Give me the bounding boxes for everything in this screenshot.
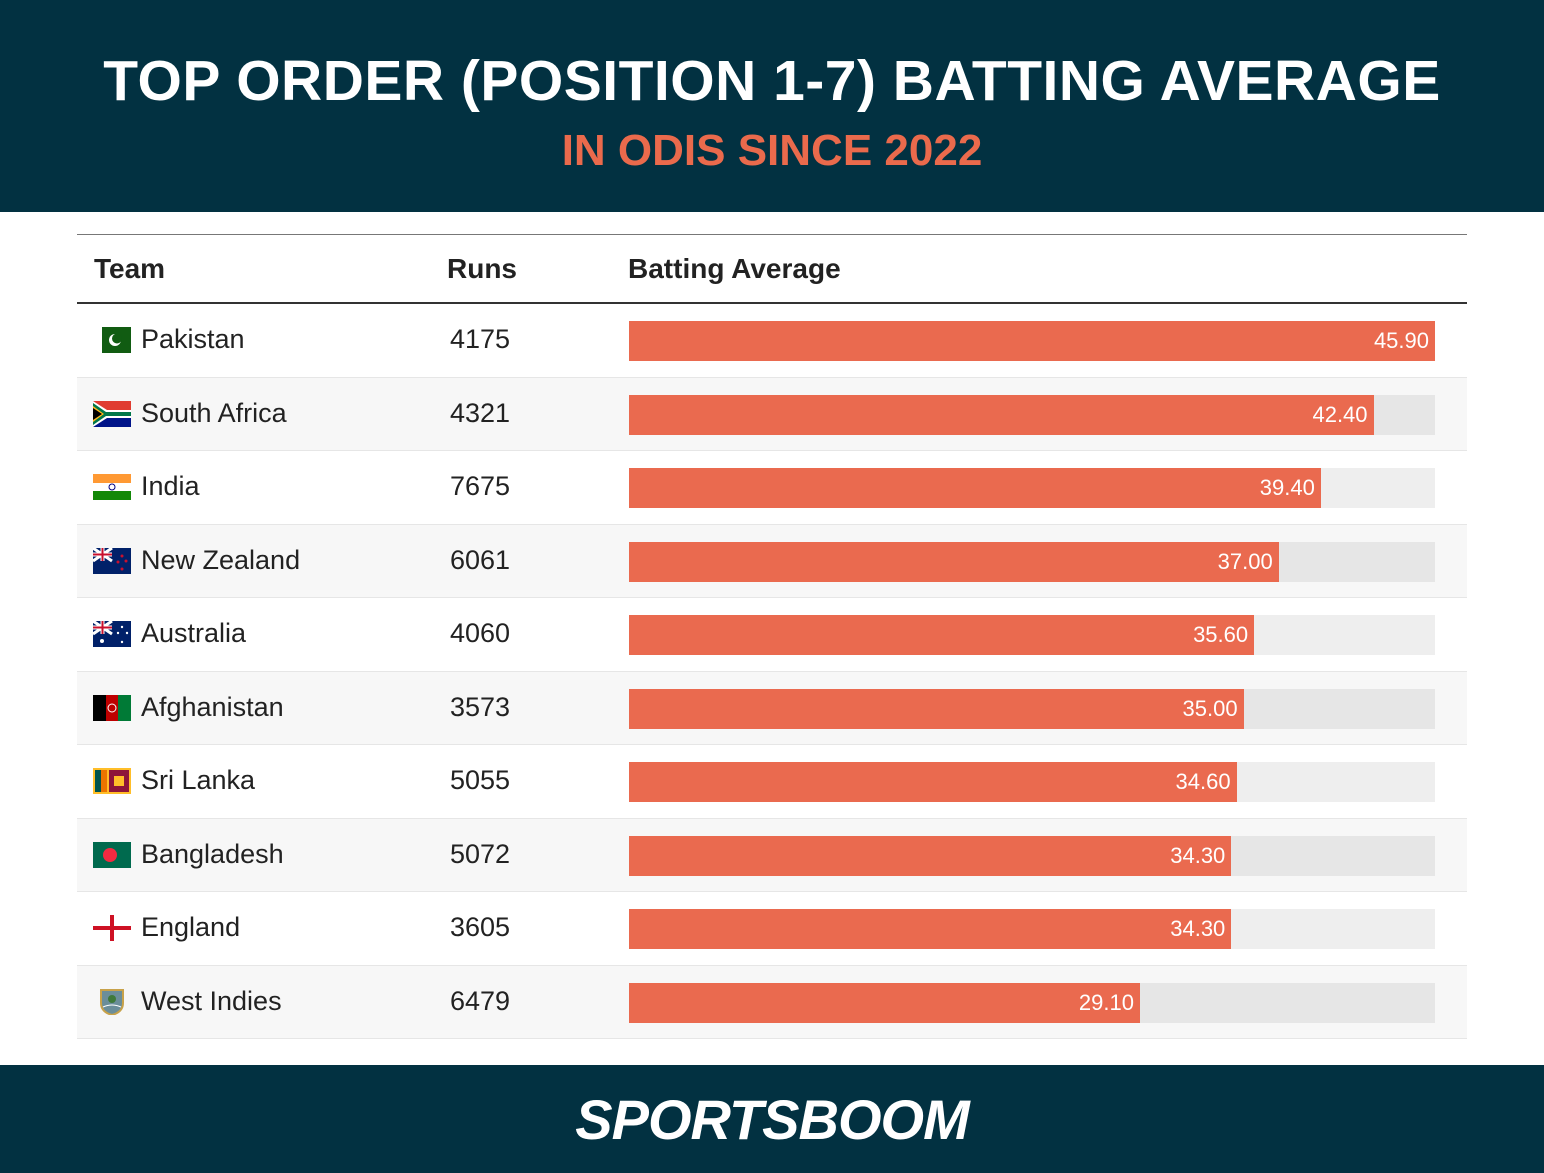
average-label: 45.90	[1373, 328, 1429, 353]
table-row: Australia 4060 35.60	[77, 598, 1467, 672]
team-name: Pakistan	[141, 324, 245, 354]
average-bar: 37.00	[629, 541, 1279, 582]
sportsboom-logo: SPORTSBOOM	[575, 1088, 969, 1151]
bar-track: 34.60	[629, 762, 1435, 802]
average-label: 35.00	[1182, 695, 1238, 721]
team-name: England	[141, 912, 241, 942]
bar-track: 35.60	[629, 615, 1435, 655]
table-row: Pakistan 4175 45.90	[77, 304, 1467, 378]
table-row: Bangladesh 5072 34.30	[77, 818, 1467, 892]
bangladesh-flag-icon	[93, 841, 131, 868]
table-row: South Africa 4321 42.40	[77, 377, 1467, 451]
bar-track: 35.00	[629, 688, 1435, 729]
average-bar: 34.30	[629, 909, 1232, 949]
south-africa-flag-icon	[93, 400, 131, 427]
new-zealand-flag-icon	[93, 547, 131, 574]
average-bar: 34.60	[629, 762, 1237, 802]
runs-value: 5072	[450, 838, 511, 869]
afghanistan-flag-icon	[93, 694, 131, 721]
average-label: 34.30	[1170, 842, 1226, 868]
column-header-batting-average: Batting Average	[628, 253, 841, 284]
table-row: West Indies 6479 29.10	[77, 965, 1467, 1039]
table-row: India 7675 39.40	[77, 451, 1467, 525]
header-banner: TOP ORDER (POSITION 1-7) BATTING AVERAGE…	[0, 0, 1544, 212]
bar-track: 45.90	[629, 321, 1435, 361]
average-label: 29.10	[1078, 989, 1134, 1015]
table-row: Sri Lanka 5055 34.60	[77, 745, 1467, 819]
bar-track: 34.30	[629, 835, 1435, 876]
runs-value: 7675	[450, 471, 511, 501]
pakistan-flag-icon	[93, 327, 131, 353]
table-header: Team Runs Batting Average	[77, 235, 1467, 304]
average-label: 39.40	[1259, 475, 1315, 500]
column-header-team: Team	[94, 253, 166, 284]
runs-value: 6479	[450, 985, 511, 1016]
average-label: 34.60	[1175, 769, 1231, 794]
bar-track: 34.30	[629, 909, 1435, 949]
table-row: New Zealand 6061 37.00	[77, 524, 1467, 598]
average-bar: 34.30	[629, 835, 1232, 876]
team-name: New Zealand	[141, 544, 301, 575]
average-label: 42.40	[1312, 401, 1368, 427]
west-indies-crest-icon	[100, 988, 124, 1015]
average-bar: 39.40	[629, 468, 1321, 508]
bar-track: 37.00	[629, 541, 1435, 582]
bar-track: 29.10	[629, 982, 1435, 1023]
chart-title: TOP ORDER (POSITION 1-7) BATTING AVERAGE	[103, 49, 1441, 113]
runs-value: 4060	[450, 618, 511, 648]
team-name: South Africa	[141, 397, 287, 428]
runs-value: 4321	[450, 397, 511, 428]
runs-value: 3605	[450, 912, 511, 942]
team-name: Sri Lanka	[141, 765, 256, 795]
average-label: 37.00	[1217, 548, 1273, 574]
average-label: 35.60	[1193, 622, 1249, 647]
bar-track: 39.40	[629, 468, 1435, 508]
england-flag-icon	[93, 915, 131, 941]
table-row: England 3605 34.30	[77, 892, 1467, 966]
runs-value: 4175	[450, 324, 511, 354]
stats-table: Team Runs Batting Average Pakistan 4175 …	[77, 234, 1467, 1039]
average-bar: 35.00	[629, 688, 1244, 729]
team-name: Afghanistan	[141, 691, 284, 722]
runs-value: 5055	[450, 765, 511, 795]
runs-value: 3573	[450, 691, 511, 722]
average-bar: 35.60	[629, 615, 1255, 655]
bar-track: 42.40	[629, 394, 1435, 435]
team-name: Australia	[141, 618, 247, 648]
average-bar: 45.90	[629, 321, 1435, 361]
team-name: India	[141, 471, 200, 501]
team-name: Bangladesh	[141, 838, 284, 869]
column-header-runs: Runs	[447, 253, 517, 284]
chart-subtitle: IN ODIS SINCE 2022	[561, 126, 983, 175]
average-bar: 29.10	[629, 982, 1140, 1023]
footer-banner: SPORTSBOOM	[0, 1065, 1544, 1173]
sri-lanka-flag-icon	[93, 768, 131, 794]
average-bar: 42.40	[629, 394, 1374, 435]
india-flag-icon	[93, 474, 131, 500]
runs-value: 6061	[450, 544, 511, 575]
average-label: 34.30	[1170, 916, 1226, 941]
table-row: Afghanistan 3573 35.00	[77, 671, 1467, 745]
team-name: West Indies	[141, 985, 282, 1016]
australia-flag-icon	[93, 621, 131, 647]
